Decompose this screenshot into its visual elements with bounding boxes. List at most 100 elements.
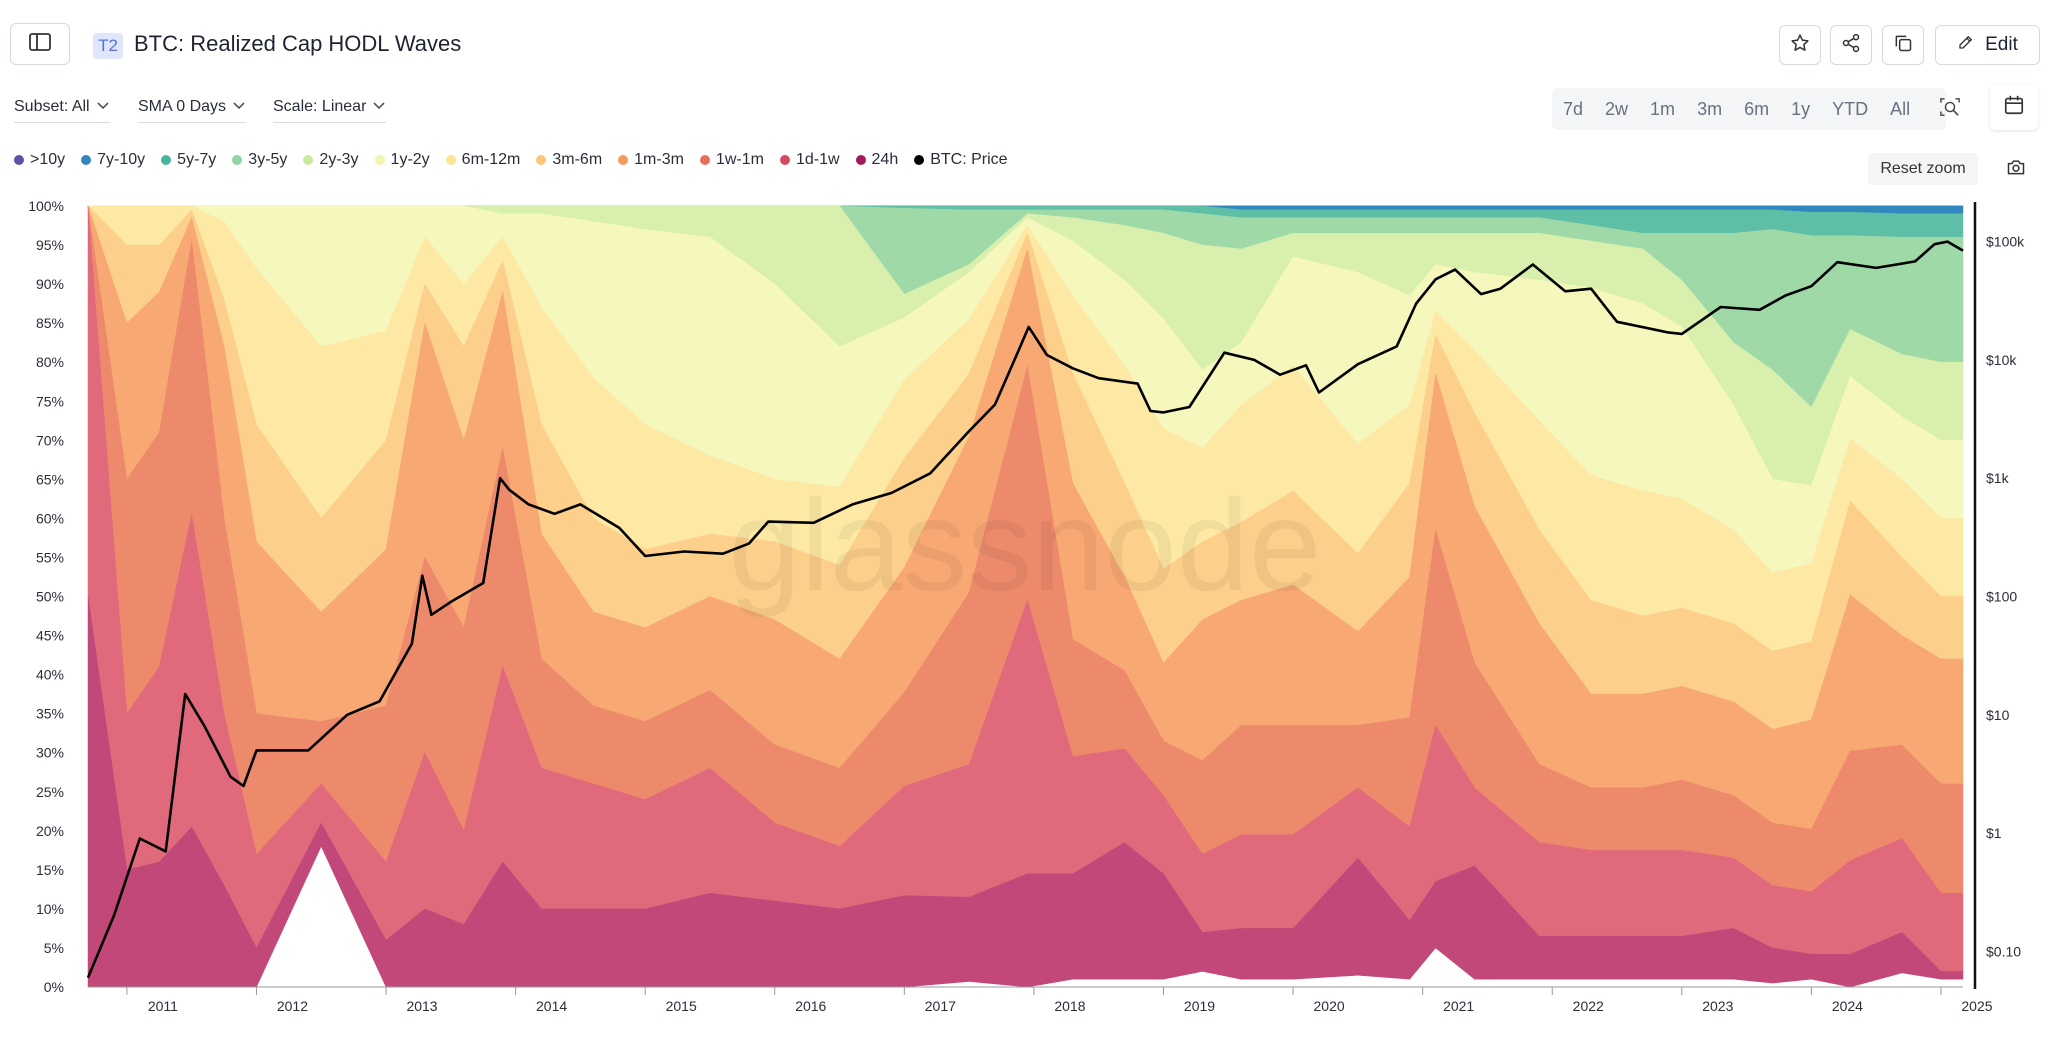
y-tick-label: 65%: [36, 471, 64, 487]
legend-item-7y-10y[interactable]: 7y-10y: [81, 151, 145, 169]
share-button[interactable]: [1830, 25, 1872, 65]
legend-item-24h[interactable]: 24h: [855, 151, 899, 169]
x-tick-label: 2022: [1573, 998, 1604, 1014]
legend-label: 5y-7y: [177, 151, 217, 168]
stacked-areas: [87, 205, 1964, 988]
legend-label: 2y-3y: [319, 151, 359, 168]
legend-item-5y-7y[interactable]: 5y-7y: [161, 151, 216, 169]
y-tick-label: 90%: [36, 276, 64, 292]
price-tick-label: $0.10: [1986, 943, 2021, 959]
copy-icon: [1893, 33, 1913, 58]
legend-dot: [779, 155, 790, 165]
chevron-down-icon: [96, 98, 110, 116]
legend-item-1m-3m[interactable]: 1m-3m: [618, 151, 684, 169]
price-tick-label: $100k: [1986, 234, 2025, 250]
price-tick-label: $1k: [1986, 470, 2010, 486]
y-tick-label: 25%: [36, 784, 64, 800]
legend-item-gt10y[interactable]: >10y: [14, 151, 65, 169]
calendar-icon: [2003, 94, 2025, 121]
time-range-selector: 7d 2w 1m 3m 6m 1y YTD All: [1552, 88, 1960, 130]
sidebar-icon: [29, 32, 51, 56]
price-tick-label: $10: [1986, 707, 2010, 723]
legend-dot: [161, 155, 172, 165]
subset-label: Subset: All: [14, 98, 90, 115]
y-tick-label: 10%: [36, 901, 64, 917]
sma-label: SMA 0 Days: [138, 98, 227, 115]
x-tick-label: 2012: [277, 998, 308, 1014]
price-tick-label: $100: [1986, 589, 2017, 605]
x-tick-label: 2023: [1702, 998, 1733, 1014]
x-tick-label: 2020: [1314, 998, 1345, 1014]
camera-icon: [2006, 158, 2026, 181]
range-1y[interactable]: 1y: [1791, 98, 1811, 119]
edit-button[interactable]: Edit: [1935, 25, 2040, 65]
legend-dot: [536, 155, 547, 165]
y-tick-label: 50%: [36, 589, 64, 605]
x-tick-label: 2011: [148, 998, 178, 1014]
sidebar-toggle-button[interactable]: [10, 23, 70, 65]
x-tick-label: 2021: [1443, 998, 1474, 1014]
legend-item-2y-3y[interactable]: 2y-3y: [303, 151, 359, 169]
range-all[interactable]: All: [1890, 98, 1911, 119]
range-1m[interactable]: 1m: [1650, 98, 1676, 119]
legend-dot: [914, 155, 925, 165]
pencil-icon: [1957, 33, 1975, 57]
range-ytd[interactable]: YTD: [1832, 98, 1869, 119]
legend-label: 6m-12m: [461, 151, 521, 168]
range-6m[interactable]: 6m: [1744, 98, 1770, 119]
chevron-down-icon: [232, 98, 246, 116]
x-tick-label: 2017: [925, 998, 956, 1014]
range-7d[interactable]: 7d: [1563, 98, 1584, 119]
screenshot-button[interactable]: [1998, 154, 2034, 184]
legend-item-1y-2y[interactable]: 1y-2y: [374, 151, 430, 169]
zoom-search-icon: [1939, 97, 1961, 121]
favorite-button[interactable]: [1779, 25, 1821, 65]
legend-label: 1y-2y: [390, 151, 430, 168]
y-tick-label: 70%: [36, 432, 64, 448]
legend-item-1d-1w[interactable]: 1d-1w: [779, 151, 840, 169]
date-picker-button[interactable]: [1990, 84, 2038, 130]
zoom-select-button[interactable]: [1921, 97, 1972, 122]
legend-dot: [303, 155, 314, 165]
legend-dot: [855, 155, 866, 165]
legend-item-3y-5y[interactable]: 3y-5y: [232, 151, 287, 169]
x-tick-label: 2013: [406, 998, 437, 1014]
legend-label: 24h: [871, 151, 899, 168]
x-tick-label: 2016: [795, 998, 826, 1014]
star-icon: [1790, 33, 1810, 58]
range-3m[interactable]: 3m: [1697, 98, 1723, 119]
x-tick-label: 2025: [1961, 998, 1992, 1014]
legend-item-3m-6m[interactable]: 3m-6m: [536, 151, 602, 169]
x-tick-label: 2014: [536, 998, 567, 1014]
legend: >10y 7y-10y 5y-7y 3y-5y 2y-3y 1y-2y 6m-1…: [14, 151, 1024, 169]
legend-dot: [699, 155, 710, 165]
y-tick-label: 35%: [36, 706, 64, 722]
chevron-down-icon: [372, 98, 386, 116]
legend-item-btc-price[interactable]: BTC: Price: [914, 151, 1008, 169]
y-tick-label: 0%: [44, 979, 64, 995]
duplicate-button[interactable]: [1882, 25, 1924, 65]
x-tick-label: 2024: [1832, 998, 1863, 1014]
scale-dropdown[interactable]: Scale: Linear: [273, 98, 387, 123]
legend-label: 3y-5y: [248, 151, 288, 168]
legend-item-6m-12m[interactable]: 6m-12m: [445, 151, 521, 169]
tier-badge: T2: [93, 33, 123, 59]
hodl-waves-chart[interactable]: glassnode 0% 5% 10% 15% 20% 25% 30% 35% 40% 45% 50…: [0, 190, 2048, 1040]
y-tick-label: 20%: [36, 823, 64, 839]
sma-dropdown[interactable]: SMA 0 Days: [138, 98, 247, 123]
price-line-group: [86, 240, 1964, 979]
legend-dot: [445, 155, 456, 165]
x-tick-label: 2019: [1184, 998, 1215, 1014]
range-2w[interactable]: 2w: [1605, 98, 1629, 119]
subset-dropdown[interactable]: Subset: All: [14, 98, 110, 123]
legend-item-1w-1m[interactable]: 1w-1m: [699, 151, 764, 169]
btc-price-line: [86, 240, 1964, 979]
y-axis-left: 0% 5% 10% 15% 20% 25% 30% 35% 40% 45% 50% 55% 60% 65%…: [28, 198, 64, 995]
legend-label: 1m-3m: [634, 151, 684, 168]
x-axis: 2011 2012 2013 2014 2015 2016 2017 2018 2019 2020…: [88, 986, 1993, 1014]
y-tick-label: 60%: [36, 510, 64, 526]
legend-dot: [14, 155, 24, 165]
share-icon: [1841, 33, 1861, 58]
reset-zoom-button[interactable]: Reset zoom: [1868, 153, 1978, 185]
legend-dot: [232, 155, 243, 165]
